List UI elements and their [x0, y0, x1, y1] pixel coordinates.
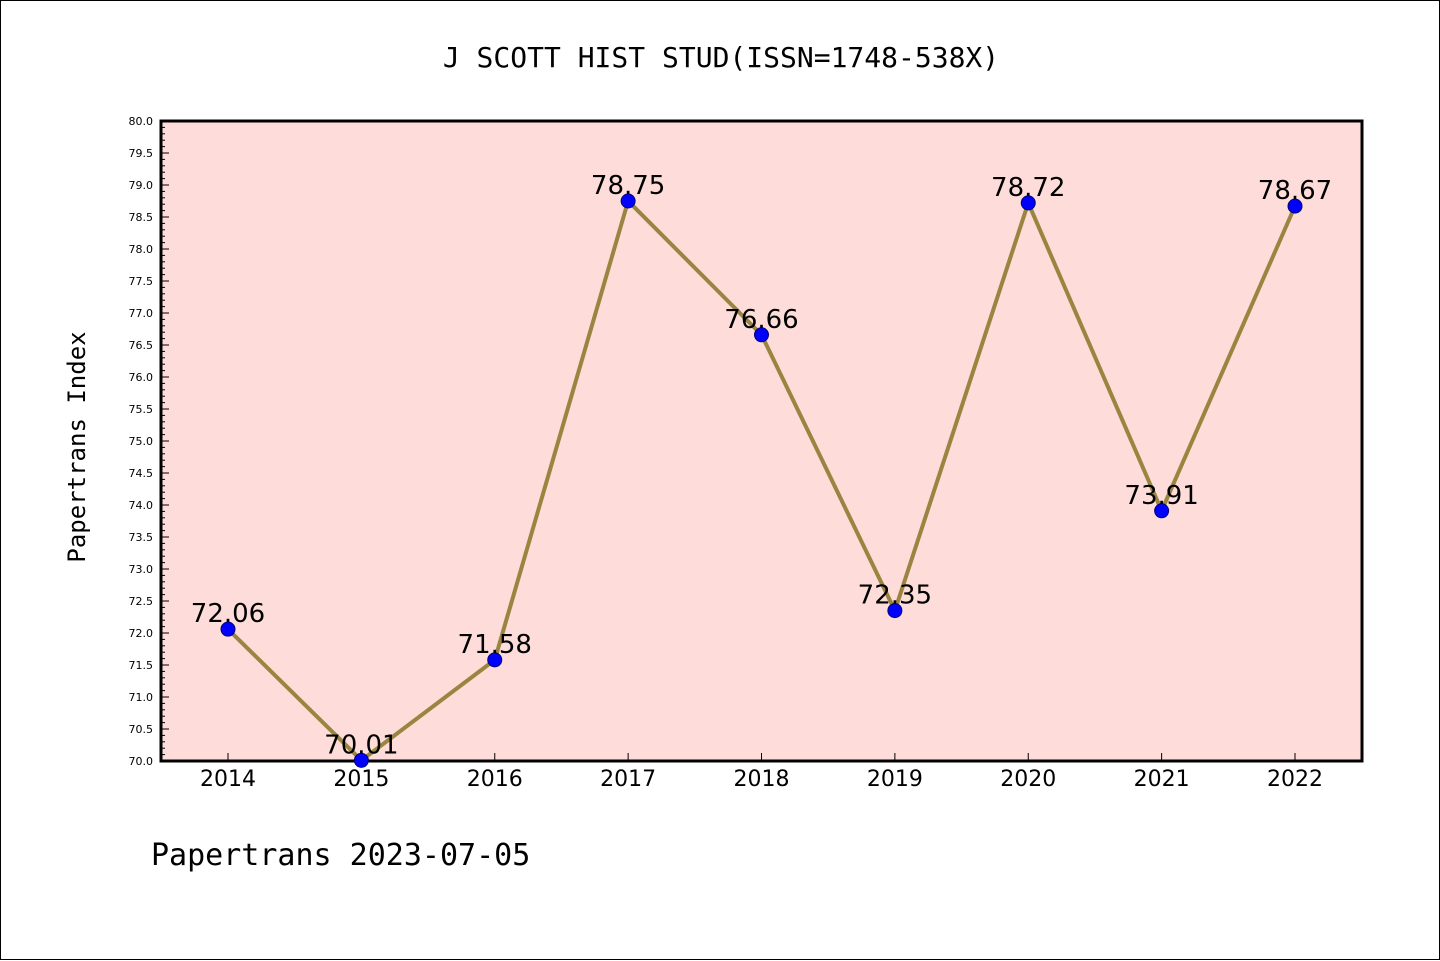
data-point-marker [220, 621, 236, 637]
y-tick-label: 75.0 [129, 435, 154, 448]
data-point-label: 76.66 [724, 305, 798, 335]
data-point-label: 78.72 [991, 173, 1065, 203]
data-point-label: 72.06 [191, 599, 265, 629]
y-tick-label: 73.0 [129, 563, 154, 576]
data-point-marker [620, 193, 636, 209]
data-point-marker [887, 603, 903, 619]
y-tick-label: 71.5 [129, 659, 154, 672]
y-tick-label: 76.5 [129, 339, 154, 352]
x-tick-label: 2019 [867, 767, 923, 792]
data-point-marker [353, 752, 369, 768]
y-tick-label: 80.0 [129, 115, 154, 128]
data-point-marker [1154, 503, 1170, 519]
x-tick-label: 2017 [600, 767, 656, 792]
y-tick-label: 72.0 [129, 627, 154, 640]
x-tick-label: 2020 [1000, 767, 1056, 792]
data-point-marker [1020, 195, 1036, 211]
x-axis-ticks: 2014 2015 2016 2017 2018 2019 2020 2021 2022 [200, 753, 1323, 792]
y-axis-label: Papertrans Index [63, 331, 91, 562]
y-tick-label: 76.0 [129, 371, 154, 384]
y-tick-label: 74.5 [129, 467, 154, 480]
data-point-label: 78.67 [1258, 176, 1332, 206]
data-point-marker [754, 327, 769, 343]
data-point-label: 72.35 [858, 581, 932, 611]
x-tick-label: 2018 [734, 767, 790, 792]
y-tick-label: 75.5 [129, 403, 154, 416]
y-tick-label: 77.0 [129, 307, 154, 320]
y-tick-label: 79.0 [129, 179, 154, 192]
y-tick-label: 79.5 [129, 147, 154, 160]
data-point-marker [487, 652, 503, 668]
y-tick-label: 71.0 [129, 691, 154, 704]
plot-area [159, 119, 1364, 763]
y-tick-label: 78.0 [129, 243, 154, 256]
x-tick-label: 2016 [467, 767, 523, 792]
data-labels: 72.06 70.01 71.58 78.75 76.66 72.35 78.72 73.91… [191, 171, 1332, 760]
data-point-label: 70.01 [324, 730, 398, 760]
data-point-label: 71.58 [458, 630, 532, 660]
data-point-marker [1287, 198, 1303, 214]
y-tick-label: 74.0 [129, 499, 154, 512]
y-tick-label: 70.5 [129, 723, 154, 736]
y-tick-label: 77.5 [129, 275, 154, 288]
y-tick-label: 73.5 [129, 531, 154, 544]
x-tick-label: 2015 [333, 767, 389, 792]
y-tick-label: 70.0 [129, 755, 154, 768]
data-point-label: 73.91 [1124, 481, 1198, 511]
footer-date: Papertrans 2023-07-05 [151, 838, 530, 873]
x-tick-label: 2022 [1267, 767, 1323, 792]
x-tick-label: 2021 [1134, 767, 1190, 792]
x-tick-label: 2014 [200, 767, 256, 792]
data-point-label: 78.75 [591, 171, 665, 201]
chart-title: J SCOTT HIST STUD(ISSN=1748-538X) [443, 41, 999, 74]
y-axis-ticks: 70.0 70.5 71.0 71.5 72.0 72.5 73.0 73.5 74.0 74.5… [129, 115, 169, 768]
series-markers [220, 193, 1303, 768]
y-tick-label: 72.5 [129, 595, 154, 608]
y-tick-label: 78.5 [129, 211, 154, 224]
